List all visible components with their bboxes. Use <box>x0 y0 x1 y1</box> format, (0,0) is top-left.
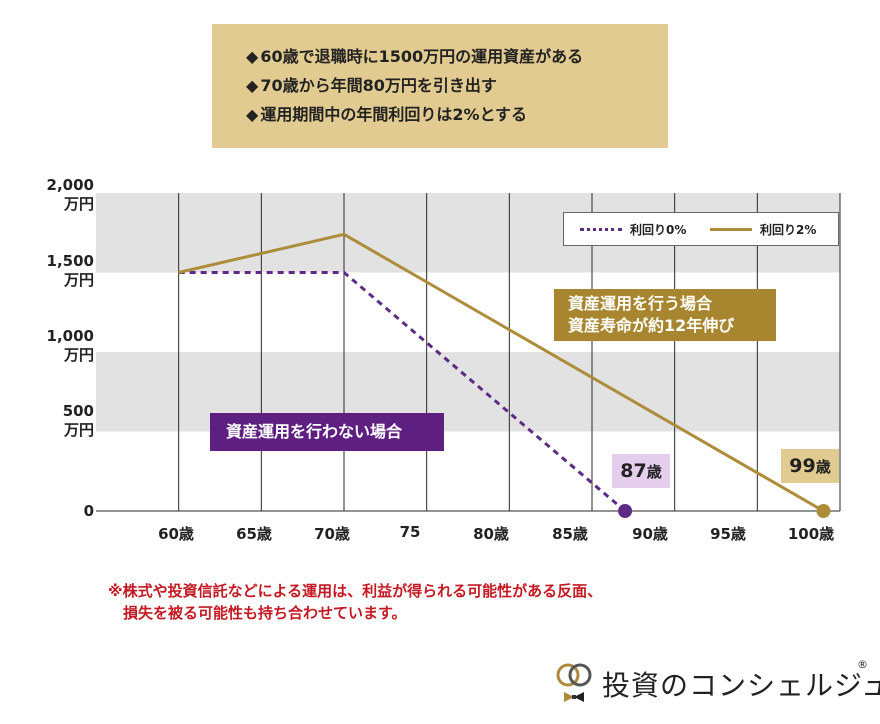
y-tick-label-500: 500 万円 <box>62 402 94 439</box>
brand-name: 投資のコンシェルジュ <box>602 669 880 702</box>
assumption-2: ◆ 70歳から年間80万円を引き出す <box>246 76 497 95</box>
band-1000-500 <box>96 352 840 432</box>
y-tick-label-1000: 1,000 万円 <box>46 327 94 364</box>
legend-swatch-solid <box>710 228 752 231</box>
annotation-no-invest: 資産運用を行わない場合 <box>210 413 444 451</box>
legend-item-0pct: 利回り0% <box>580 221 686 238</box>
annotation-invest: 資産運用を行う場合 資産寿命が約12年伸び <box>554 289 776 341</box>
y-tick-label-1500: 1,500 万円 <box>46 252 94 289</box>
registered-mark: ® <box>857 658 868 671</box>
assumption-3: ◆ 運用期間中の年間利回りは2%とする <box>246 105 527 124</box>
x-tick-label-85: 85歳 <box>552 525 588 543</box>
x-tick-label-65: 65歳 <box>236 525 272 543</box>
age-badge-99: 99歳 <box>781 449 839 483</box>
x-tick-label-75: 75 <box>399 523 421 541</box>
disclaimer: ※株式や投資信託などによる運用は、利益が得られる可能性がある反面、 損失を被る可… <box>108 582 603 622</box>
x-tick-label-90: 90歳 <box>632 525 668 543</box>
chart-legend: 利回り0% 利回り2% <box>563 212 839 246</box>
x-tick-label-80: 80歳 <box>473 525 509 543</box>
x-tick-label-70: 70歳 <box>314 525 350 543</box>
assumptions-box: ◆ 60歳で退職時に1500万円の運用資産がある ◆ 70歳から年間80万円を引き出… <box>212 24 668 148</box>
end-marker-99 <box>816 504 831 518</box>
brand-logo: 投資のコンシェルジュ ® <box>552 658 880 708</box>
y-tick-label-0: 0 <box>83 502 94 520</box>
assumption-1: ◆ 60歳で退職時に1500万円の運用資産がある <box>246 47 584 66</box>
end-marker-87 <box>618 504 633 518</box>
age-badge-87: 87歳 <box>612 454 670 488</box>
y-tick-label-2000: 2,000 万円 <box>46 176 94 213</box>
x-tick-label-60: 60歳 <box>158 525 194 543</box>
series-line-2pct <box>178 232 825 513</box>
legend-item-2pct: 利回り2% <box>710 221 816 238</box>
series-line-0pct <box>178 271 627 513</box>
x-tick-label-95: 95歳 <box>710 525 746 543</box>
rings-bowtie-icon <box>556 663 592 702</box>
legend-swatch-dotted <box>580 228 622 231</box>
x-tick-label-100: 100歳 <box>787 525 835 543</box>
